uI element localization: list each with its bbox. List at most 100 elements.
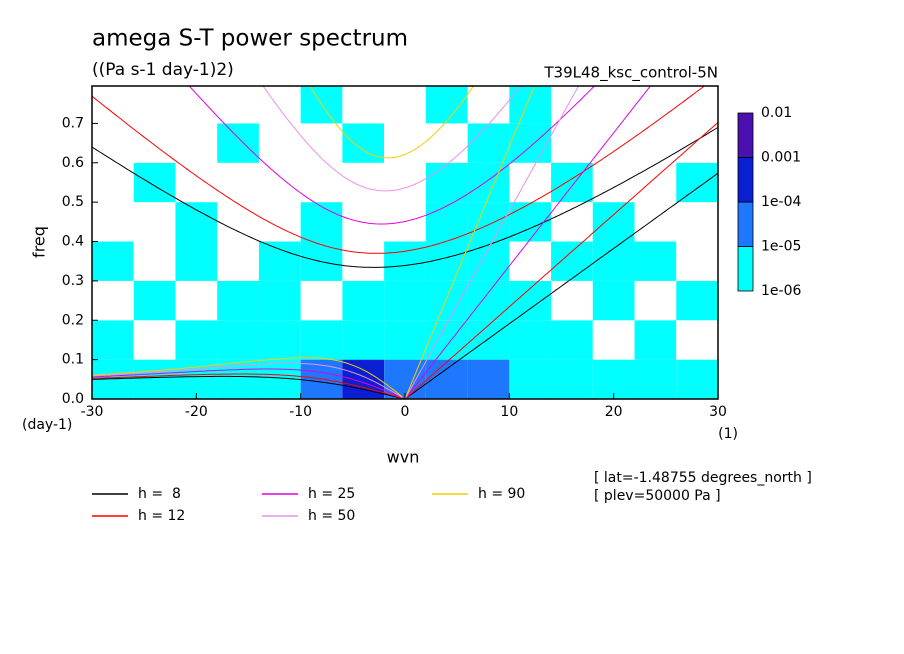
field-cell (425, 280, 468, 321)
field-cell (175, 280, 218, 321)
field-cell (676, 162, 718, 203)
dispersion-curve (92, 126, 718, 268)
y-tick-label: 0.5 (62, 194, 84, 210)
dispersion-curve (404, 172, 718, 399)
field-cell (217, 280, 259, 321)
field-cell (676, 280, 718, 321)
field-cell (425, 202, 468, 242)
y-tick-label: 0.6 (62, 155, 84, 171)
field-cell (384, 123, 426, 163)
field-cell (509, 320, 552, 360)
field-cell (592, 162, 635, 203)
field-cell (551, 280, 593, 321)
field-cell (92, 162, 134, 203)
field-cell (425, 123, 468, 163)
dispersion-curve (262, 86, 522, 192)
x-tick-label: 30 (709, 404, 727, 420)
field-cell (217, 202, 259, 242)
field-cell (258, 202, 301, 242)
field-cell (342, 320, 385, 360)
dispersion-curve (92, 86, 706, 254)
field-cell (676, 123, 718, 163)
field-cell (467, 280, 510, 321)
x-tick-label: -20 (185, 404, 208, 420)
field-cell (300, 202, 343, 242)
colorbar-label: 1e-06 (761, 283, 801, 299)
field-cell (676, 86, 718, 124)
field-cell (467, 320, 510, 360)
field-cell (342, 162, 385, 203)
field-cell (634, 86, 677, 124)
field-cell (92, 241, 134, 281)
colorbar-swatch (737, 246, 754, 292)
x-tick-label: 0 (401, 404, 410, 420)
field-cell (509, 241, 552, 281)
field-cell (384, 280, 426, 321)
field-cell (217, 162, 259, 203)
dispersion-curve (92, 362, 403, 398)
x-unit: (1) (718, 426, 738, 442)
field-cell (92, 280, 134, 321)
note: [ lat=-1.48755 degrees_north ] (594, 470, 812, 486)
x-tick-label: 20 (605, 404, 623, 420)
y-unit: (day-1) (22, 417, 72, 433)
field-cell (133, 359, 176, 399)
field-cell (592, 241, 635, 281)
field-cell (634, 123, 677, 163)
field-cell (258, 123, 301, 163)
field-cell (217, 241, 259, 281)
field-cell (634, 162, 677, 203)
dispersion-curve (92, 373, 403, 399)
field-cell (551, 320, 593, 360)
chart-subtitle: ((Pa s-1 day-1)2) (92, 60, 234, 80)
field-cell (342, 359, 385, 399)
field-cell (175, 202, 218, 242)
field-cell (425, 162, 468, 203)
field-cell (509, 359, 552, 399)
field-cell (175, 320, 218, 360)
legend-label: h = 90 (478, 486, 525, 502)
y-tick-label: 0.0 (62, 391, 84, 407)
field-cell (342, 280, 385, 321)
field-cell (217, 320, 259, 360)
field-cell (592, 202, 635, 242)
colorbar-label: 1e-05 (761, 239, 801, 255)
colorbar-swatch (737, 157, 754, 203)
chart-title: amega S-T power spectrum (92, 26, 408, 52)
field-cell (676, 202, 718, 242)
field-cell (676, 320, 718, 360)
field-cell (133, 86, 176, 124)
field-cell (467, 86, 510, 124)
field-cell (175, 241, 218, 281)
colorbar-label: 0.01 (761, 105, 792, 121)
field-cell (300, 320, 343, 360)
field-cell (551, 241, 593, 281)
field-cell (133, 241, 176, 281)
field-cell (175, 162, 218, 203)
dispersion-curve (404, 122, 718, 399)
x-tick-label: -10 (289, 404, 312, 420)
field-cell (258, 162, 301, 203)
field-cell (467, 359, 510, 399)
field (92, 86, 718, 399)
field-cell (509, 280, 552, 321)
dispersion-curve (309, 86, 475, 159)
legend-label: h = 50 (308, 508, 355, 524)
field-cell (634, 280, 677, 321)
legend-label: h = 12 (138, 508, 185, 524)
dispersion-curve (404, 86, 580, 399)
field-cell (258, 86, 301, 124)
field-cell (258, 280, 301, 321)
field-cell (92, 123, 134, 163)
field-cell (258, 320, 301, 360)
dispersion-curve (92, 368, 403, 399)
field-cell (509, 123, 552, 163)
field-cell (133, 123, 176, 163)
field-cell (92, 202, 134, 242)
legend-label: h = 8 (138, 486, 181, 502)
field-cell (634, 359, 677, 399)
field-cell (551, 162, 593, 203)
field-cell (592, 86, 635, 124)
run-name: T39L48_ksc_control-5N (543, 64, 718, 83)
field-cell (592, 280, 635, 321)
